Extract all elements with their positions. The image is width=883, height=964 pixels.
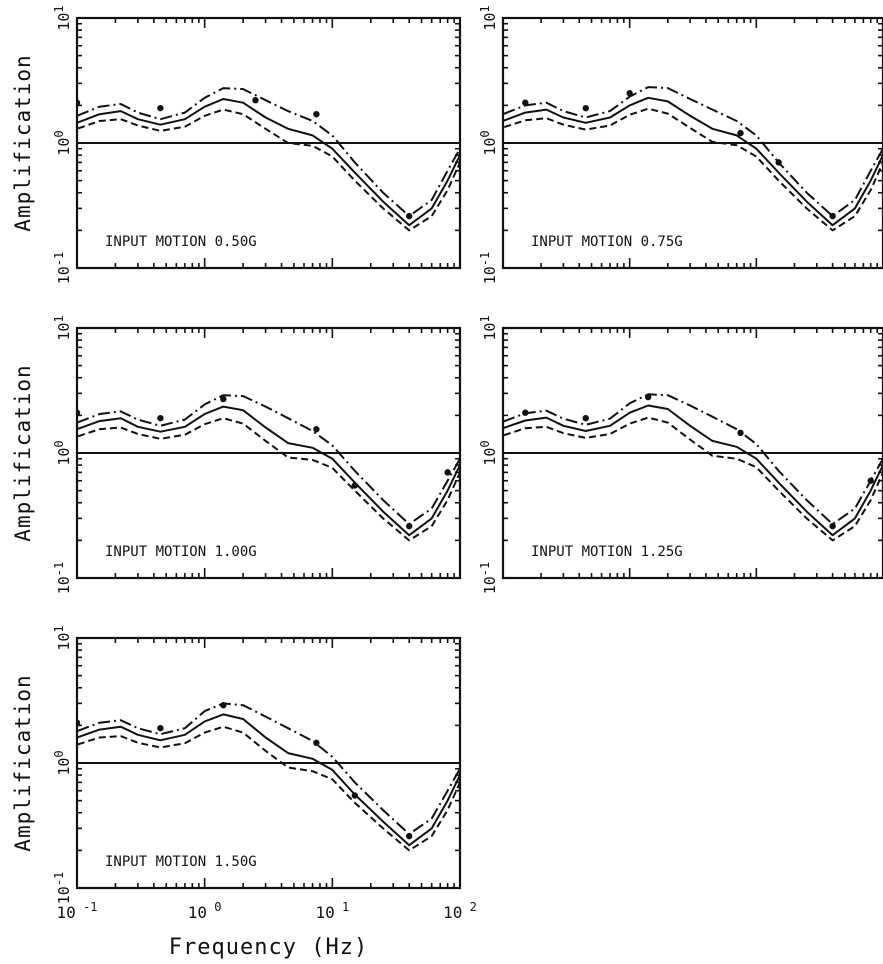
series-line-dashed — [503, 107, 883, 232]
panel-3: 10-1 100 101 Amplification INPUT MOTION 1.00… — [11, 315, 462, 595]
y-tick-label: 10-1 — [52, 872, 73, 905]
panel-2: 10-1 100 101 INPUT MOTION 0.75G — [478, 5, 883, 284]
data-point — [405, 212, 413, 220]
data-point — [737, 129, 744, 137]
data-point — [77, 409, 81, 416]
x-tick-label: 10 0 — [188, 900, 222, 922]
series-line-dash-dot — [503, 86, 883, 218]
data-point — [157, 724, 164, 732]
series-group — [77, 87, 460, 232]
series-line-solid — [503, 404, 883, 537]
data-point — [220, 395, 227, 403]
y-axis-label: Amplification — [11, 674, 35, 851]
data-point — [522, 99, 529, 106]
data-point — [829, 522, 836, 530]
series-line-dashed — [77, 725, 460, 852]
series-line-dash-dot — [77, 394, 460, 526]
data-point — [220, 702, 227, 709]
y-tick-label: 101 — [478, 315, 499, 340]
series-line-dash-dot — [77, 87, 460, 218]
input-motion-label: INPUT MOTION 0.50G — [105, 234, 257, 250]
y-tick-label: 10-1 — [478, 252, 499, 285]
tick-marks — [76, 638, 460, 889]
series-group — [503, 86, 883, 232]
data-point — [351, 792, 359, 799]
series-line-solid — [503, 96, 883, 227]
y-tick-label: 100 — [52, 750, 73, 775]
data-point — [522, 409, 529, 416]
data-point — [644, 393, 652, 401]
series-line-dashed — [77, 108, 460, 232]
data-point — [313, 110, 320, 118]
y-tick-label: 10-1 — [52, 562, 73, 595]
panel-4: 10-1 100 101 INPUT MOTION 1.25G — [478, 315, 883, 594]
x-tick-label: 10 1 — [315, 900, 349, 922]
data-point — [77, 99, 81, 106]
y-tick-label: 101 — [478, 5, 499, 30]
data-point — [582, 104, 589, 112]
y-tick-label: 101 — [52, 5, 73, 30]
y-tick-label: 100 — [52, 440, 73, 465]
x-tick-label: 10 -1 — [57, 900, 98, 922]
series-line-dashed — [503, 416, 883, 542]
data-point — [867, 477, 874, 484]
y-tick-label: 100 — [478, 440, 499, 465]
y-tick-label: 100 — [52, 130, 73, 155]
series-group — [77, 702, 460, 852]
series-line-solid — [77, 98, 460, 227]
series-group — [503, 393, 883, 542]
input-motion-label: INPUT MOTION 1.00G — [105, 544, 257, 560]
data-point — [313, 426, 320, 433]
series-group — [77, 394, 460, 542]
data-point — [351, 482, 359, 489]
y-tick-label: 101 — [52, 625, 73, 650]
data-point — [829, 212, 836, 220]
y-tick-label: 10-1 — [52, 252, 73, 285]
panel-1: 10-1 100 101 Amplification INPUT MOTION 0.50… — [11, 5, 462, 285]
tick-marks — [502, 18, 883, 269]
series-line-solid — [77, 713, 460, 847]
series-line-dash-dot — [77, 702, 460, 836]
x-axis-label: Frequency (Hz) — [169, 935, 368, 960]
data-point — [252, 96, 259, 104]
data-point — [157, 104, 164, 112]
series-line-dash-dot — [503, 393, 883, 526]
data-point — [405, 522, 413, 530]
data-point — [582, 414, 589, 422]
data-point — [737, 429, 744, 437]
data-point — [313, 739, 320, 747]
y-axis-label: Amplification — [11, 54, 35, 231]
y-tick-label: 101 — [52, 315, 73, 340]
input-motion-label: INPUT MOTION 1.50G — [105, 854, 257, 870]
input-motion-label: INPUT MOTION 0.75G — [531, 234, 683, 250]
data-point — [77, 719, 81, 726]
y-axis-label: Amplification — [11, 364, 35, 541]
data-point — [775, 159, 782, 166]
data-point — [626, 90, 633, 97]
data-point — [405, 832, 413, 840]
panel-5: 10-1 100 101 Amplification 10 -1 10 0 10 1 10 2… — [11, 625, 477, 960]
series-line-solid — [77, 405, 460, 537]
data-point — [444, 469, 451, 476]
input-motion-label: INPUT MOTION 1.25G — [531, 544, 683, 560]
data-point — [157, 414, 164, 422]
x-tick-label: 10 2 — [443, 900, 477, 922]
tick-marks — [76, 328, 460, 579]
y-tick-label: 10-1 — [478, 562, 499, 595]
y-tick-label: 100 — [478, 130, 499, 155]
series-line-dashed — [77, 417, 460, 542]
